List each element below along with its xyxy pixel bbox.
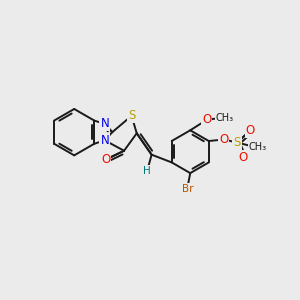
Text: O: O	[246, 124, 255, 137]
Text: CH₃: CH₃	[249, 142, 267, 152]
Text: S: S	[128, 109, 135, 122]
Text: O: O	[101, 153, 110, 166]
Text: O: O	[238, 151, 248, 164]
Text: O: O	[202, 113, 211, 126]
Text: CH₃: CH₃	[215, 112, 233, 122]
Text: O: O	[219, 133, 228, 146]
Text: N: N	[100, 118, 109, 130]
Text: H: H	[143, 166, 151, 176]
Text: S: S	[233, 136, 241, 149]
Text: Br: Br	[182, 184, 193, 194]
Text: N: N	[100, 134, 109, 147]
